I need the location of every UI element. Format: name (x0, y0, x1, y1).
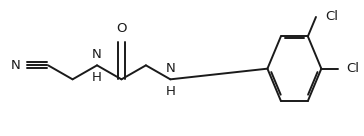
Text: Cl: Cl (325, 10, 338, 24)
Text: N: N (11, 59, 20, 72)
Text: N: N (166, 62, 175, 75)
Text: O: O (116, 22, 127, 35)
Text: N: N (92, 48, 102, 61)
Text: Cl: Cl (347, 62, 360, 75)
Text: H: H (165, 85, 175, 98)
Text: H: H (92, 71, 102, 84)
